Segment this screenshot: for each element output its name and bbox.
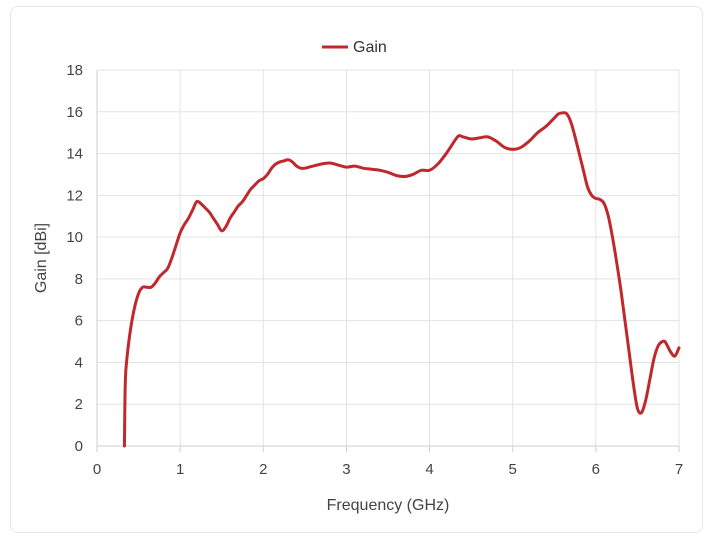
x-tick-label: 6 (592, 461, 600, 478)
x-tick-label: 3 (342, 461, 350, 478)
y-tick-label: 10 (66, 229, 83, 246)
y-tick-label: 14 (66, 146, 83, 163)
legend[interactable]: Gain (322, 39, 387, 56)
x-tick-label: 7 (675, 461, 683, 478)
x-tick-label: 5 (509, 461, 517, 478)
legend-label-gain: Gain (353, 39, 387, 56)
y-tick-label: 12 (66, 187, 83, 204)
y-tick-label: 0 (75, 438, 83, 455)
x-tick-label: 0 (93, 461, 101, 478)
y-axis-title: Gain [dBi] (33, 223, 50, 293)
series-line-gain (122, 111, 681, 448)
x-tick-label: 1 (176, 461, 184, 478)
series-layer (122, 111, 681, 448)
y-tick-label: 8 (75, 271, 83, 288)
y-tick-label: 6 (75, 313, 83, 330)
y-tick-label: 16 (66, 104, 83, 121)
grid (96, 69, 680, 447)
x-tick-label: 4 (425, 461, 433, 478)
y-tick-label: 18 (66, 62, 83, 79)
x-tick-label: 2 (259, 461, 267, 478)
y-tick-label: 4 (75, 354, 83, 371)
y-tick-label: 2 (75, 396, 83, 413)
x-axis-title: Frequency (GHz) (327, 497, 450, 514)
